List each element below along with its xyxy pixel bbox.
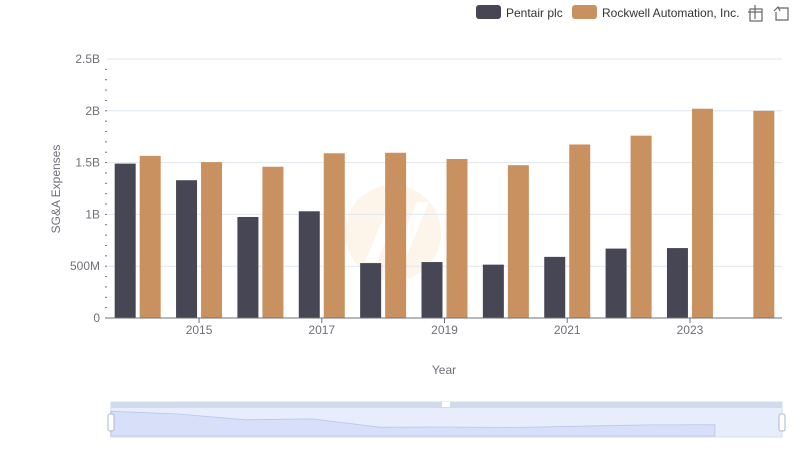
restore-icon[interactable] [773,5,789,21]
x-tick-label: 2017 [308,323,335,337]
x-axis: 2015 2017 2019 2021 2023 [107,317,782,337]
y-tick-label: 500M [70,259,100,273]
bar-rockwell-2021[interactable] [569,144,591,318]
legend-item-rockwell[interactable]: Rockwell Automation, Inc. [572,5,739,20]
bar-rockwell-2014[interactable] [139,155,161,318]
bars [114,108,775,318]
bar-pentair-2016[interactable] [237,216,259,318]
legend-item-pentair[interactable]: Pentair plc [476,5,563,20]
bar-rockwell-2019[interactable] [446,158,468,318]
y-tick-label: 1.5B [75,156,100,170]
y-tick-label: 2.5B [75,52,100,66]
bar-rockwell-2017[interactable] [323,153,345,318]
x-tick-label: 2019 [431,323,458,337]
bar-pentair-2017[interactable] [298,211,320,318]
bar-rockwell-2022[interactable] [630,135,652,318]
x-tick-label: 2023 [677,323,704,337]
y-tick-label: 0 [93,311,100,325]
bar-pentair-2023[interactable] [666,248,688,318]
bar-rockwell-2024[interactable] [753,110,775,318]
data-zoom-slider[interactable] [107,401,786,438]
slider-handle-left[interactable] [107,413,115,432]
x-tick-label: 2015 [186,323,213,337]
bar-pentair-2015[interactable] [176,180,198,318]
bar-rockwell-2023[interactable] [691,108,713,318]
y-tick-label: 1B [85,207,100,221]
slider-handle-right[interactable] [778,413,786,432]
bar-pentair-2019[interactable] [421,262,443,318]
bar-pentair-2022[interactable] [605,248,627,318]
zoom-icon[interactable] [748,5,763,22]
legend-swatch-pentair [476,5,501,19]
legend-swatch-rockwell [572,5,597,19]
bar-pentair-2021[interactable] [544,256,566,318]
x-axis-title: Year [432,363,456,377]
bar-rockwell-2018[interactable] [385,152,407,318]
bar-rockwell-2015[interactable] [201,162,223,318]
y-axis: 0 500M 1B 1.5B 2B 2.5B [70,52,107,325]
legend: Pentair plc Rockwell Automation, Inc. [476,5,739,20]
y-axis-title: SG&A Expenses [49,145,63,234]
x-tick-label: 2021 [554,323,581,337]
bar-rockwell-2016[interactable] [262,166,284,318]
slider-selection[interactable] [111,408,782,437]
y-tick-label: 2B [85,104,100,118]
legend-label-rockwell: Rockwell Automation, Inc. [602,6,739,20]
legend-label-pentair: Pentair plc [506,6,563,20]
slider-grip[interactable] [442,402,450,407]
bar-pentair-2018[interactable] [360,263,382,318]
bar-rockwell-2020[interactable] [507,165,529,318]
bar-pentair-2014[interactable] [114,163,136,318]
bar-pentair-2020[interactable] [482,264,504,318]
